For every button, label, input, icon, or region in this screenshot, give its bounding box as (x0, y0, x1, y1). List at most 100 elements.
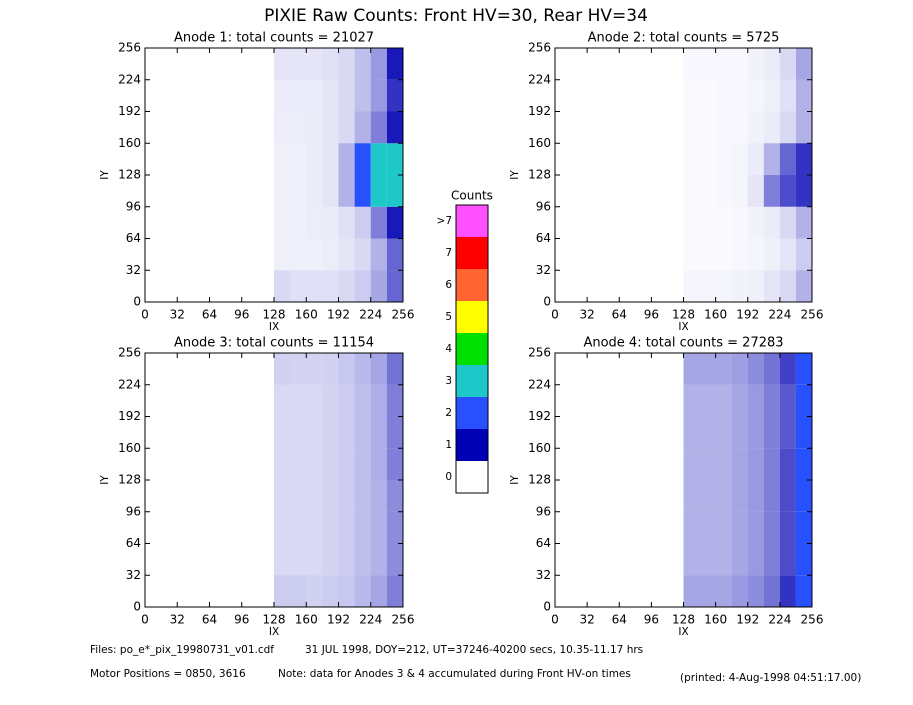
y-tick-label: 160 (528, 136, 551, 150)
density-cell (386, 79, 403, 112)
x-tick-label: 0 (551, 613, 559, 627)
density-cell (354, 416, 371, 449)
density-cell (795, 143, 812, 175)
footer-note: Note: data for Anodes 3 & 4 accumulated … (278, 668, 631, 680)
y-axis-label: IY (99, 475, 111, 485)
density-cell (684, 207, 700, 239)
density-cell (747, 511, 764, 544)
panel-title: Anode 2: total counts = 5725 (588, 31, 780, 46)
x-tick-label: 192 (327, 308, 350, 322)
colorbar-label: 1 (445, 439, 452, 451)
density-cell (747, 543, 764, 576)
density-cell (338, 79, 355, 112)
colorbar-swatch (456, 333, 488, 365)
y-tick-label: 0 (133, 295, 141, 309)
density-cell (699, 416, 716, 449)
density-cell (731, 448, 748, 480)
x-tick-label: 96 (234, 613, 249, 627)
y-tick-label: 32 (126, 263, 141, 277)
density-cell (306, 238, 323, 271)
y-tick-label: 0 (543, 295, 551, 309)
density-cell (700, 80, 716, 112)
density-cell (555, 417, 684, 449)
density-cell (306, 511, 323, 544)
density-cell (145, 80, 274, 112)
density-cell (354, 575, 371, 607)
density-cell (274, 206, 291, 239)
density-cell (763, 175, 780, 207)
y-tick-label: 256 (528, 41, 551, 55)
density-cell (699, 353, 716, 385)
density-cell (386, 384, 403, 417)
density-cell (715, 448, 732, 480)
density-cell (699, 543, 716, 576)
density-cell (370, 353, 387, 385)
density-cell (306, 448, 323, 480)
density-cell (290, 384, 307, 417)
density-cell (274, 480, 291, 512)
density-cell (716, 175, 732, 207)
density-cell (145, 175, 274, 207)
density-cell (732, 80, 748, 112)
y-tick-label: 96 (536, 504, 551, 518)
density-cell (731, 575, 748, 607)
colorbar-label: >7 (437, 215, 452, 227)
density-cell (715, 416, 732, 449)
density-cell (795, 543, 812, 576)
density-cell (683, 353, 700, 385)
x-axis-label: IX (269, 321, 279, 333)
density-cell (322, 511, 339, 544)
density-cell (306, 353, 323, 385)
density-cell (306, 143, 323, 175)
density-cell (145, 448, 274, 480)
colorbar-frame (455, 204, 489, 494)
colorbar-swatch (456, 237, 488, 269)
density-cell (322, 480, 339, 512)
density-cell (779, 48, 796, 80)
density-cell (555, 239, 684, 271)
x-tick-label: 160 (704, 308, 727, 322)
density-cell (322, 575, 339, 607)
density-cell (699, 448, 716, 480)
density-cell (683, 270, 700, 302)
density-cell (716, 207, 732, 239)
density-cell (386, 416, 403, 449)
x-tick-label: 96 (644, 613, 659, 627)
density-cell (354, 480, 371, 512)
density-cell (338, 353, 355, 385)
x-axis-label: IX (678, 626, 688, 638)
density-cell (338, 543, 355, 576)
density-cell (779, 448, 796, 480)
footer-printed: (printed: 4-Aug-1998 04:51:17.00) (680, 672, 861, 684)
density-cell (795, 79, 812, 112)
density-cell (274, 79, 291, 112)
density-cell (386, 511, 403, 544)
density-cell (699, 270, 716, 302)
density-cell (555, 385, 684, 417)
colorbar-swatch (456, 301, 488, 333)
density-cell (290, 111, 307, 144)
colorbar-label: 6 (445, 279, 452, 291)
footer-files: Files: po_e*_pix_19980731_v01.cdf (90, 644, 274, 656)
density-cell (683, 416, 700, 449)
density-cell (386, 353, 403, 385)
density-cell (795, 480, 812, 512)
density-cell (732, 112, 748, 144)
density-cell (290, 575, 307, 607)
density-cell (306, 270, 323, 302)
density-cell (683, 448, 700, 480)
y-tick-label: 128 (528, 168, 551, 182)
y-tick-label: 160 (118, 441, 141, 455)
panel-title: Anode 3: total counts = 11154 (174, 336, 374, 351)
y-tick-label: 32 (126, 568, 141, 582)
density-cell (700, 143, 716, 175)
page-title: PIXIE Raw Counts: Front HV=30, Rear HV=3… (264, 6, 648, 26)
density-cell (763, 79, 780, 112)
density-cell (322, 175, 339, 207)
density-cell (354, 143, 371, 175)
density-cell (715, 575, 732, 607)
density-cell (145, 385, 274, 417)
density-cell (274, 270, 291, 302)
x-tick-label: 224 (768, 613, 791, 627)
